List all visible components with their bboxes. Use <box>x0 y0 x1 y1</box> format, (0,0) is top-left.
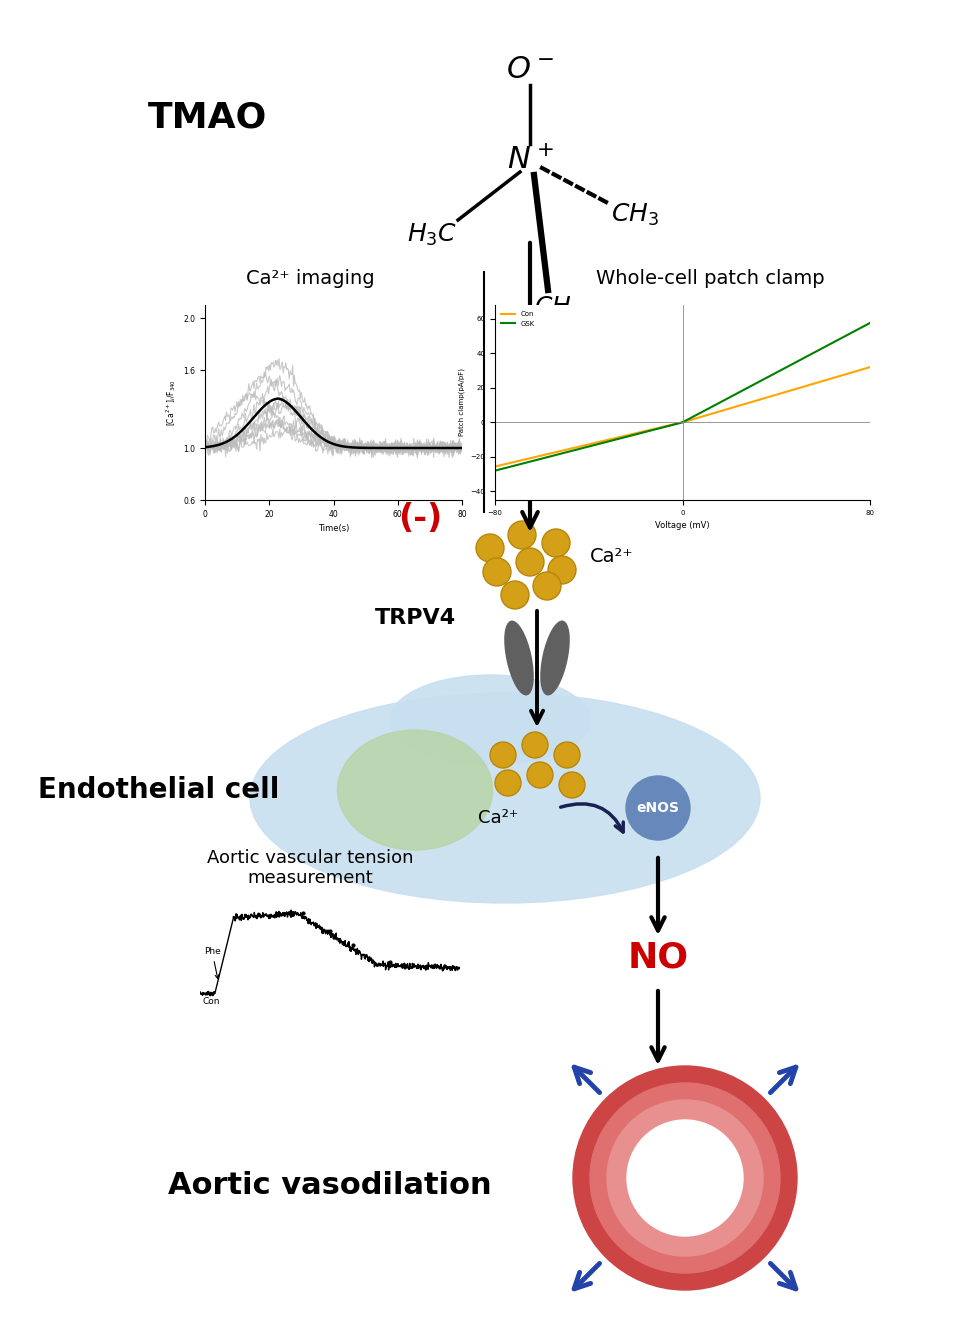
Circle shape <box>476 534 504 562</box>
Text: TMAO: TMAO <box>148 101 267 135</box>
Con <box>718 402 730 418</box>
Circle shape <box>490 743 516 768</box>
Ellipse shape <box>505 622 533 695</box>
Circle shape <box>554 743 580 768</box>
Line: GSK: GSK <box>495 324 870 471</box>
Y-axis label: [Ca$^{2+}$]$_i$/F$_{340}$: [Ca$^{2+}$]$_i$/F$_{340}$ <box>164 379 177 426</box>
X-axis label: Voltage (mV): Voltage (mV) <box>655 521 710 530</box>
Con <box>805 377 817 392</box>
Circle shape <box>533 572 561 599</box>
Text: Ca²⁺: Ca²⁺ <box>590 548 634 566</box>
Text: NO: NO <box>627 941 688 975</box>
Circle shape <box>516 548 544 575</box>
Con <box>489 459 500 475</box>
Circle shape <box>548 556 576 583</box>
GSK <box>712 395 724 411</box>
GSK <box>829 334 840 350</box>
Circle shape <box>627 1120 743 1236</box>
Ellipse shape <box>390 675 590 765</box>
Text: Ca²⁺ imaging: Ca²⁺ imaging <box>246 268 375 288</box>
Text: Phe: Phe <box>203 947 221 979</box>
Circle shape <box>522 732 548 758</box>
Circle shape <box>590 1083 780 1273</box>
Con <box>712 404 724 420</box>
GSK <box>489 463 500 479</box>
Con <box>829 370 840 386</box>
Con <box>864 359 876 375</box>
Circle shape <box>626 776 690 839</box>
Text: (-): (-) <box>398 501 442 534</box>
GSK <box>805 346 817 362</box>
GSK <box>711 396 723 412</box>
Circle shape <box>508 521 536 549</box>
Text: $H_3C$: $H_3C$ <box>407 221 457 248</box>
Ellipse shape <box>250 693 760 903</box>
Line: Con: Con <box>495 367 870 467</box>
Text: Endothelial cell: Endothelial cell <box>38 776 280 804</box>
Circle shape <box>559 772 585 798</box>
Circle shape <box>542 529 570 557</box>
Text: $N^+$: $N^+$ <box>506 146 554 175</box>
Text: Aortic vasodilation: Aortic vasodilation <box>168 1171 492 1200</box>
Text: eNOS: eNOS <box>637 801 680 815</box>
Circle shape <box>527 762 553 788</box>
Text: Con: Con <box>202 997 220 1006</box>
FancyArrowPatch shape <box>560 804 623 831</box>
Ellipse shape <box>541 622 569 695</box>
X-axis label: Time(s): Time(s) <box>318 524 349 533</box>
Circle shape <box>573 1066 797 1290</box>
Text: Aortic vascular tension
measurement: Aortic vascular tension measurement <box>207 849 413 887</box>
Circle shape <box>495 770 521 796</box>
Text: $CH_3$: $CH_3$ <box>611 202 659 228</box>
GSK <box>864 316 876 332</box>
Text: TRPV4: TRPV4 <box>375 609 456 629</box>
Ellipse shape <box>338 731 493 850</box>
Text: Ca²⁺: Ca²⁺ <box>478 809 518 827</box>
Text: $CH_3$: $CH_3$ <box>534 294 582 321</box>
Circle shape <box>483 558 511 586</box>
Y-axis label: Patch clamp(pA/pF): Patch clamp(pA/pF) <box>459 369 465 436</box>
GSK <box>718 392 730 408</box>
Circle shape <box>501 581 529 609</box>
Legend: Con, GSK: Con, GSK <box>499 309 537 329</box>
Text: $O^-$: $O^-$ <box>506 56 554 85</box>
Circle shape <box>607 1101 763 1256</box>
Con <box>711 404 723 420</box>
Con <box>491 459 502 475</box>
Text: Whole-cell patch clamp: Whole-cell patch clamp <box>595 268 825 288</box>
GSK <box>491 463 502 479</box>
